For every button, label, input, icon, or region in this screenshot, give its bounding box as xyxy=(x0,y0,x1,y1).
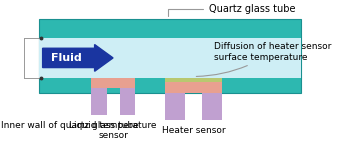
Text: Liquid temperature
sensor: Liquid temperature sensor xyxy=(69,121,157,140)
Bar xyxy=(39,38,301,78)
Bar xyxy=(165,93,185,120)
Text: Diffusion of heater sensor
surface temperature: Diffusion of heater sensor surface tempe… xyxy=(196,42,331,76)
Bar xyxy=(120,88,135,115)
Bar xyxy=(91,78,135,88)
Bar xyxy=(202,93,222,120)
Text: Quartz glass tube: Quartz glass tube xyxy=(169,4,295,16)
Text: Fluid: Fluid xyxy=(51,53,82,63)
Bar xyxy=(165,82,222,93)
Bar xyxy=(91,88,107,115)
Text: Heater sensor: Heater sensor xyxy=(162,126,225,135)
FancyArrow shape xyxy=(42,45,113,71)
Bar xyxy=(39,19,301,93)
Text: Inner wall of quartz glass tube: Inner wall of quartz glass tube xyxy=(1,121,138,130)
Bar xyxy=(165,78,222,82)
